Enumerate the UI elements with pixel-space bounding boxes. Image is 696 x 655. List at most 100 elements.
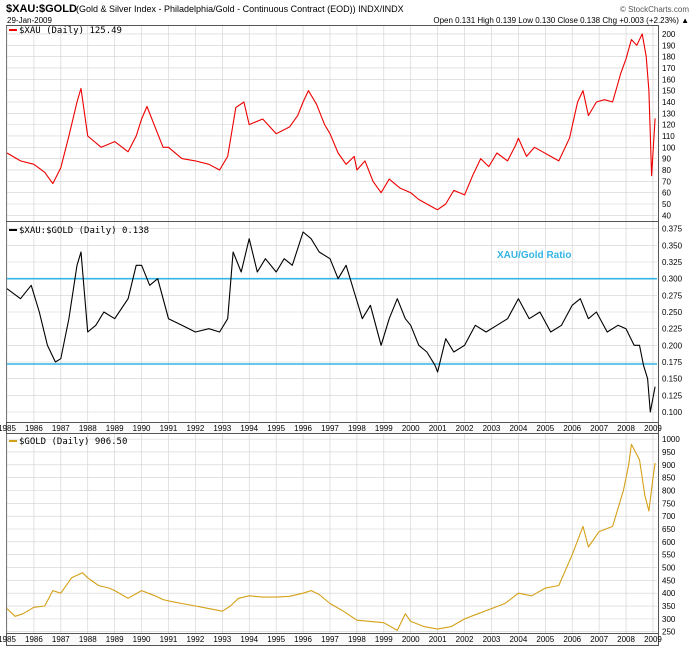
- x-tick-label: 2008: [617, 424, 635, 433]
- x-tick-label: 1985: [0, 424, 16, 433]
- x-tick-label: 1987: [52, 424, 70, 433]
- x-tick-label: 2002: [456, 635, 474, 644]
- x-tick-label: 1991: [160, 635, 178, 644]
- x-tick-label: 1995: [267, 635, 285, 644]
- x-tick-label: 1996: [294, 635, 312, 644]
- y-tick-label: 0.200: [662, 341, 683, 350]
- y-tick-label: 130: [662, 109, 676, 118]
- ratio-legend-label: $XAU:$GOLD (Daily) 0.138: [19, 226, 149, 236]
- x-tick-label: 1992: [187, 635, 205, 644]
- x-tick-label: 2005: [536, 635, 554, 644]
- ratio-legend: $XAU:$GOLD (Daily) 0.138: [9, 226, 149, 236]
- x-tick-label: 1990: [133, 424, 151, 433]
- y-tick-label: 0.100: [662, 408, 683, 417]
- x-tick-label: 1993: [213, 635, 231, 644]
- y-tick-label: 180: [662, 53, 676, 62]
- y-tick-label: 650: [662, 525, 676, 534]
- y-tick-label: 0.350: [662, 241, 683, 250]
- y-tick-label: 50: [662, 200, 671, 209]
- y-tick-label: 450: [662, 576, 676, 585]
- x-tick-label: 1987: [52, 635, 70, 644]
- y-tick-label: 170: [662, 64, 676, 73]
- chart-description: (Gold & Silver Index - Philadelphia/Gold…: [76, 4, 404, 14]
- y-tick-label: 120: [662, 121, 676, 130]
- tick-labels: 40 50 60 70 80 90 100 110 120 130 140 150 160 170 180 1…: [0, 30, 683, 644]
- y-tick-label: 150: [662, 87, 676, 96]
- x-tick-label: 1986: [25, 424, 43, 433]
- y-tick-label: 0.225: [662, 325, 683, 334]
- x-tick-label: 1988: [79, 635, 97, 644]
- x-tick-label: 1991: [160, 424, 178, 433]
- y-tick-label: 400: [662, 589, 676, 598]
- series-lines: [6, 33, 656, 631]
- y-tick-label: 850: [662, 474, 676, 483]
- reference-lines: [7, 277, 657, 365]
- y-tick-label: 0.300: [662, 275, 683, 284]
- y-tick-label: 0.325: [662, 258, 683, 267]
- x-tick-label: 1996: [294, 424, 312, 433]
- y-tick-label: 100: [662, 143, 676, 152]
- chart-date: 29-Jan-2009: [7, 16, 52, 25]
- y-tick-label: 600: [662, 538, 676, 547]
- watermark: © StockCharts.com: [620, 5, 689, 14]
- y-tick-label: 200: [662, 30, 676, 39]
- gold-series-line: [6, 443, 656, 631]
- y-tick-label: 0.125: [662, 391, 683, 400]
- y-tick-label: 190: [662, 41, 676, 50]
- grid-lines: [6, 26, 657, 633]
- x-tick-label: 1998: [348, 424, 366, 433]
- y-tick-label: 80: [662, 166, 671, 175]
- x-tick-label: 2000: [402, 424, 420, 433]
- x-tick-label: 1998: [348, 635, 366, 644]
- y-tick-label: 750: [662, 499, 676, 508]
- y-tick-label: 40: [662, 211, 671, 220]
- y-tick-label: 0.375: [662, 225, 683, 234]
- quote-line: Open 0.131 High 0.139 Low 0.130 Close 0.…: [433, 16, 689, 25]
- y-tick-label: 160: [662, 75, 676, 84]
- x-tick-label: 1993: [213, 424, 231, 433]
- x-tick-label: 2007: [590, 424, 608, 433]
- y-tick-label: 0.150: [662, 375, 683, 384]
- y-tick-label: 0.275: [662, 291, 683, 300]
- x-tick-label: 2007: [590, 635, 608, 644]
- x-tick-label: 2009: [644, 635, 662, 644]
- y-tick-label: 950: [662, 448, 676, 457]
- y-tick-label: 500: [662, 564, 676, 573]
- x-tick-label: 2006: [563, 635, 581, 644]
- y-tick-label: 0.175: [662, 358, 683, 367]
- y-tick-label: 250: [662, 628, 676, 637]
- ratio-series-line: [6, 231, 656, 413]
- x-tick-label: 1995: [267, 424, 285, 433]
- y-tick-label: 550: [662, 551, 676, 560]
- y-tick-label: 800: [662, 486, 676, 495]
- x-tick-label: 1994: [240, 635, 258, 644]
- x-tick-label: 2003: [483, 424, 501, 433]
- y-tick-label: 700: [662, 512, 676, 521]
- x-tick-label: 2000: [402, 635, 420, 644]
- xau-panel-frame: [6, 25, 659, 222]
- y-tick-label: 300: [662, 615, 676, 624]
- chart-symbol: $XAU:$GOLD: [6, 3, 77, 15]
- x-tick-label: 1990: [133, 635, 151, 644]
- bottom-date-axis: [6, 633, 659, 646]
- x-tick-label: 2009: [644, 424, 662, 433]
- x-tick-label: 2003: [483, 635, 501, 644]
- xau-legend-label: $XAU (Daily) 125.49: [19, 26, 122, 36]
- x-tick-label: 1985: [0, 635, 16, 644]
- x-tick-label: 1988: [79, 424, 97, 433]
- y-tick-label: 0.250: [662, 308, 683, 317]
- xau-legend: $XAU (Daily) 125.49: [9, 26, 122, 36]
- x-tick-label: 2001: [429, 635, 447, 644]
- y-tick-label: 140: [662, 98, 676, 107]
- x-tick-label: 2004: [509, 424, 527, 433]
- x-tick-label: 1986: [25, 635, 43, 644]
- x-tick-label: 1992: [187, 424, 205, 433]
- x-tick-label: 1997: [321, 424, 339, 433]
- x-tick-label: 2006: [563, 424, 581, 433]
- y-tick-label: 70: [662, 177, 671, 186]
- x-tick-label: 2005: [536, 424, 554, 433]
- gold-legend: $GOLD (Daily) 906.50: [9, 437, 127, 447]
- x-tick-label: 1989: [106, 424, 124, 433]
- y-tick-label: 900: [662, 461, 676, 470]
